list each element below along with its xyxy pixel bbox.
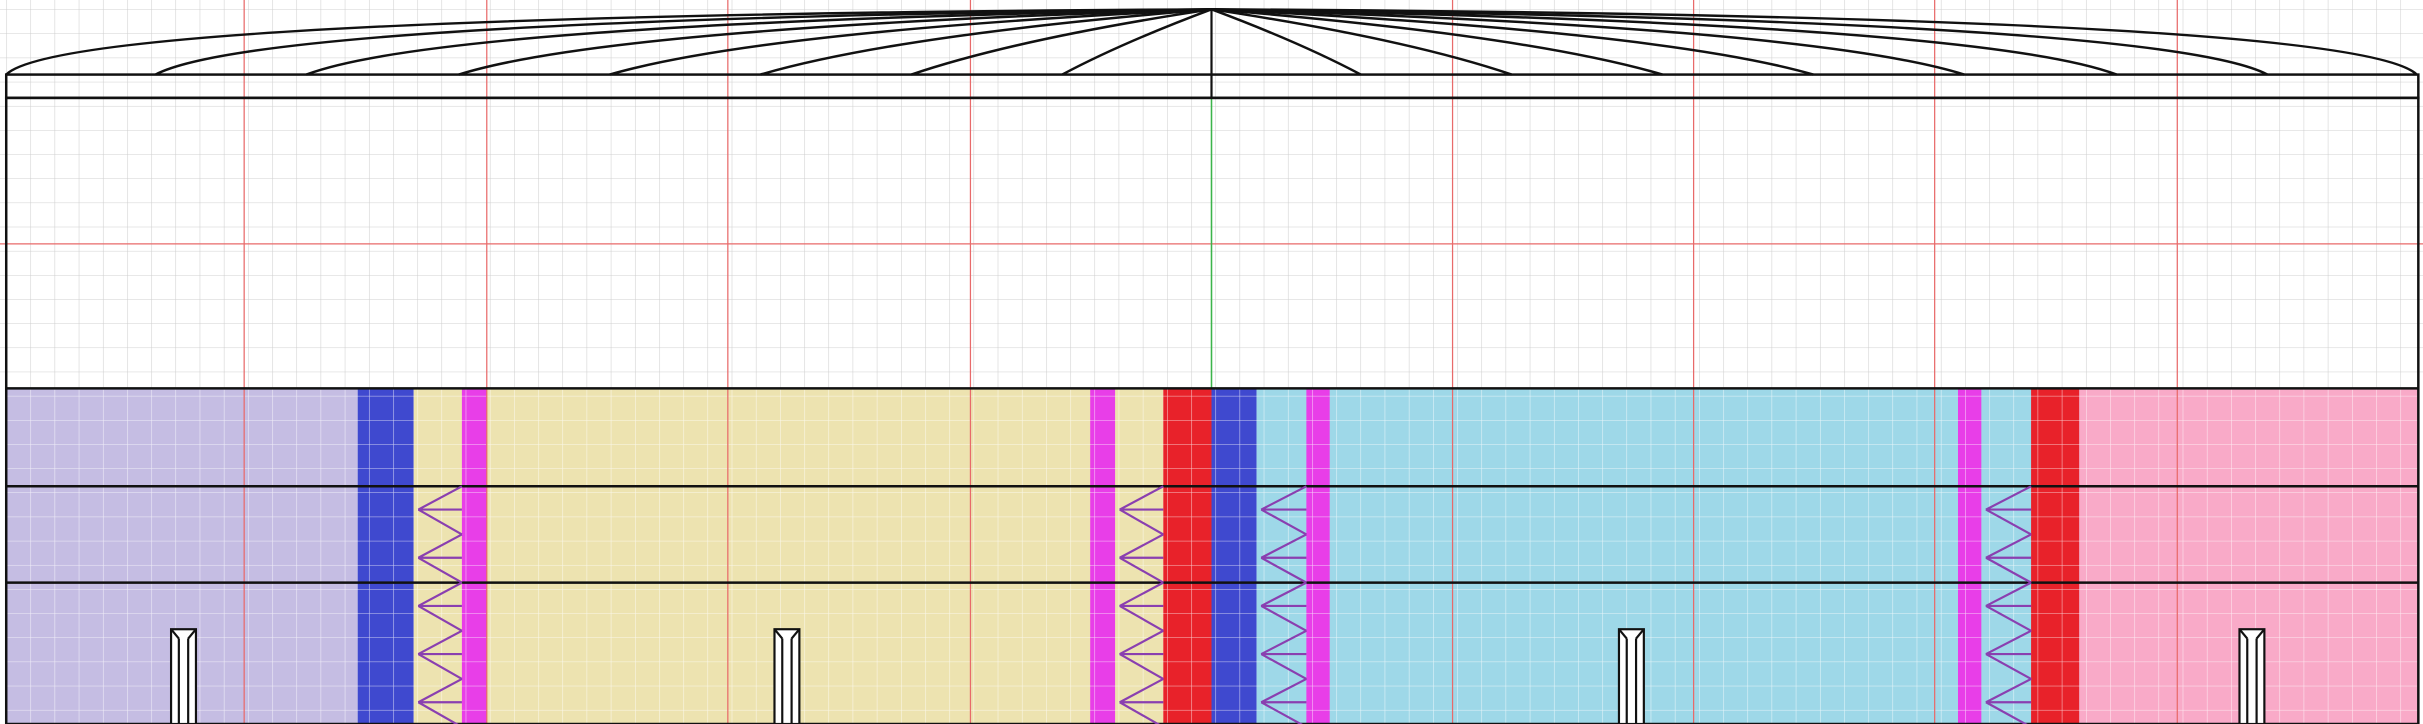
door-detail <box>2255 628 2266 640</box>
stair-flight <box>1260 533 1307 584</box>
door-detail <box>170 628 180 640</box>
door-detail <box>790 628 801 640</box>
stair-flight <box>417 581 463 632</box>
stair-flight <box>1260 629 1307 680</box>
grid-overlay <box>6 388 2419 724</box>
roof <box>5 8 2418 76</box>
roof-rafter <box>1061 8 1212 76</box>
door <box>2238 628 2266 724</box>
stair-flight <box>1985 677 2032 724</box>
stair-flight <box>417 485 463 536</box>
door-detail <box>1635 628 1645 640</box>
stair-flight <box>1985 485 2032 536</box>
door-detail <box>1618 628 1628 640</box>
door-detail <box>187 628 197 640</box>
stair-flight <box>1119 629 1164 680</box>
roof-rafter <box>1211 8 2418 76</box>
stair-flight <box>1985 533 2032 584</box>
roof-rafter <box>154 8 1212 76</box>
door-detail <box>773 628 784 640</box>
roof-rafter <box>1211 8 1965 76</box>
stair-flight <box>1119 533 1164 584</box>
roof-rafter <box>1211 8 2269 76</box>
roof-rafter <box>910 8 1212 76</box>
doors <box>169 628 2266 724</box>
roof-rafter <box>1211 8 1362 76</box>
stair-flight <box>1260 485 1307 536</box>
roof-rafter <box>305 8 1212 76</box>
stair-flight <box>1119 485 1164 536</box>
stair-flight <box>1260 581 1307 632</box>
stair-flight <box>417 533 463 584</box>
roof-rafter <box>609 8 1212 76</box>
stair-flight <box>1985 581 2032 632</box>
stair-flight <box>1260 677 1307 724</box>
roof-rafter <box>1211 8 1814 76</box>
roof-rafter <box>1211 8 2118 76</box>
roof-rafter <box>760 8 1212 76</box>
door <box>169 628 198 724</box>
door <box>1617 628 1645 724</box>
roof-rafter <box>458 8 1212 76</box>
stairs <box>417 485 2032 724</box>
roof-rafter <box>5 8 1212 76</box>
door-detail <box>2238 628 2249 640</box>
door <box>773 628 801 724</box>
stair-flight <box>417 677 463 724</box>
stair-flight <box>1119 677 1164 724</box>
stair-flight <box>1119 581 1164 632</box>
roof-rafter <box>1211 8 1513 76</box>
stair-flight <box>1985 629 2032 680</box>
stair-flight <box>417 629 463 680</box>
roof-rafter <box>1211 8 1663 76</box>
